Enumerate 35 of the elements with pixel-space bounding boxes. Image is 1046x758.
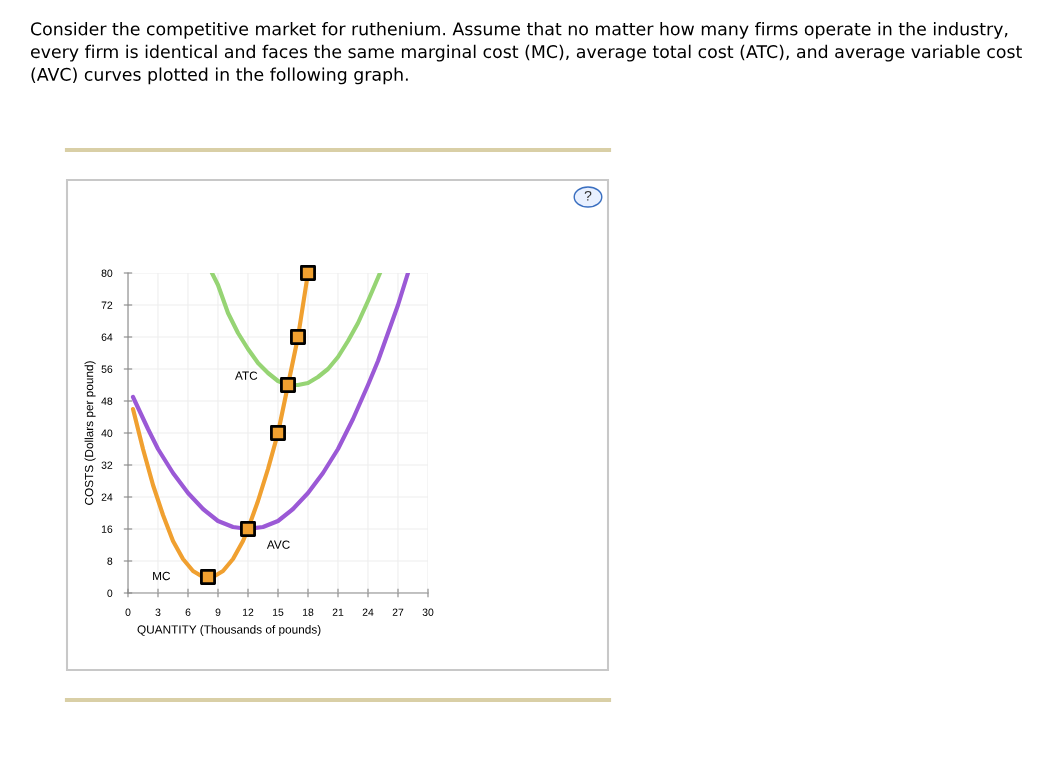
x-tick-label: 27 xyxy=(392,608,404,616)
series-label: MC xyxy=(153,571,171,581)
x-axis-title: QUANTITY (Thousands of pounds) xyxy=(137,625,321,637)
x-tick-label: 12 xyxy=(243,608,254,616)
x-tick-label: 15 xyxy=(273,608,284,616)
x-tick-label: 9 xyxy=(215,608,221,616)
series-label: AVC xyxy=(266,540,290,549)
y-tick-label: 64 xyxy=(101,333,113,341)
y-tick-label: 24 xyxy=(101,493,113,501)
x-tick-label: 18 xyxy=(303,608,314,616)
y-tick-label: 8 xyxy=(107,557,113,565)
x-tick-label: 21 xyxy=(332,608,344,616)
x-tick-label: 6 xyxy=(185,608,191,616)
y-tick-label: 80 xyxy=(101,269,113,277)
y-tick-label: 32 xyxy=(101,461,113,469)
y-tick-label: 48 xyxy=(101,397,113,405)
point xyxy=(240,521,256,537)
point xyxy=(200,569,216,585)
x-tick-label: 30 xyxy=(422,608,434,616)
y-tick-label: 16 xyxy=(101,525,113,533)
series-label: ATC xyxy=(234,371,258,380)
x-tick-label: 3 xyxy=(155,608,161,616)
text: ? xyxy=(584,190,592,201)
y-tick-label: 56 xyxy=(101,365,113,373)
x-tick-label: 24 xyxy=(362,608,374,616)
point xyxy=(280,377,296,393)
text: Consider the competitive market for ruthenium. Assume that no matter how many firms operate in the industry, every firm is identical and faces the same marginal cost (MC), average total cost (ATC), and average variable cost (AVC) curves plotted in the following graph. xyxy=(30,22,1022,85)
point xyxy=(270,425,286,441)
point xyxy=(300,265,316,281)
y-tick-label: 72 xyxy=(101,301,113,309)
y-axis-title: COSTS (Dollars per pound) xyxy=(84,361,96,505)
x-tick-label: 0 xyxy=(125,608,131,616)
point xyxy=(290,329,306,345)
y-tick-label: 40 xyxy=(101,429,113,437)
y-tick-label: 0 xyxy=(107,589,113,597)
